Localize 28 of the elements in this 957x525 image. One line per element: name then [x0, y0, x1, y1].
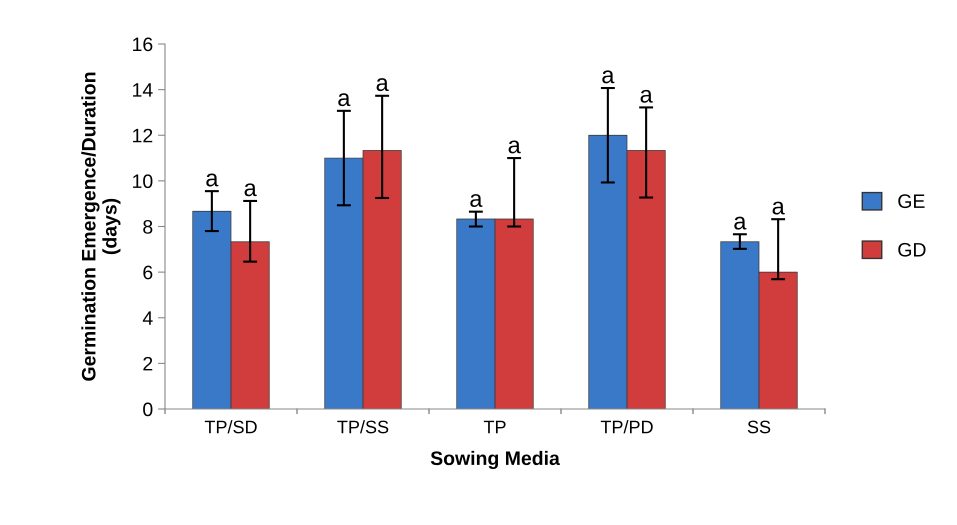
- y-tick-label: 2: [143, 356, 152, 370]
- y-tick-label: 6: [143, 266, 152, 280]
- data-label: a: [244, 183, 257, 196]
- data-label: a: [772, 202, 785, 215]
- data-label: a: [734, 216, 746, 230]
- y-tick-label: 8: [143, 220, 152, 234]
- x-tick-label: SS: [748, 420, 770, 434]
- data-label: a: [470, 194, 482, 208]
- data-label: a: [338, 93, 350, 106]
- data-label: a: [640, 90, 653, 103]
- data-label: a: [206, 174, 218, 186]
- y-axis-title: Germination Emergence/Duration (days): [81, 72, 120, 381]
- x-tick-label: TP: [484, 420, 506, 434]
- legend-label: GD: [898, 242, 926, 257]
- x-tick-label: TP/SD: [204, 420, 257, 434]
- data-label: a: [376, 78, 389, 92]
- data-label: a: [602, 70, 614, 84]
- y-tick-label: 12: [133, 128, 152, 142]
- y-tick-label: 10: [133, 174, 152, 188]
- data-label: a: [508, 140, 521, 154]
- x-tick-label: TP/PD: [600, 420, 653, 434]
- y-tick-label: 0: [143, 402, 152, 416]
- y-tick-label: 16: [133, 37, 152, 52]
- legend-label: GE: [898, 194, 925, 208]
- y-tick-label: 14: [133, 83, 153, 97]
- x-axis-title: Sowing Media: [430, 450, 560, 470]
- y-tick-label: 4: [142, 311, 153, 325]
- x-tick-label: TP/SS: [337, 420, 388, 434]
